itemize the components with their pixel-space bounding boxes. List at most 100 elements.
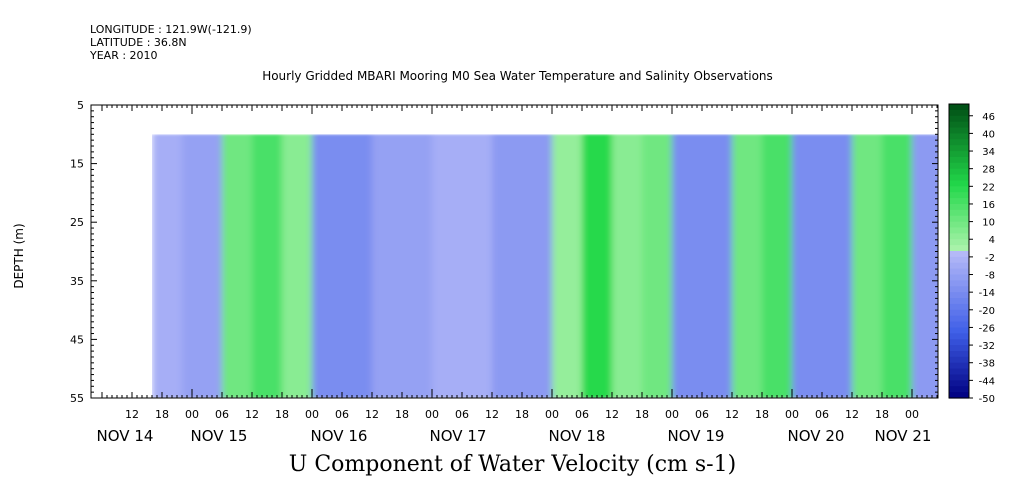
heatmap-band — [792, 134, 853, 398]
y-tick-label: 15 — [70, 158, 84, 171]
colorbar-swatch — [949, 286, 969, 293]
y-tick-label: 55 — [70, 392, 84, 405]
colorbar-swatch — [949, 168, 969, 176]
x-date-label: NOV 18 — [549, 427, 606, 445]
colorbar-swatch — [949, 198, 969, 205]
x-date-label: NOV 17 — [430, 427, 487, 445]
heatmap-area — [91, 105, 1009, 398]
x-tick-label: 00 — [305, 408, 319, 421]
colorbar-swatch — [949, 339, 969, 346]
colorbar-swatch — [949, 303, 969, 311]
heatmap-band — [372, 134, 433, 398]
x-tick-label: 06 — [815, 408, 829, 421]
x-tick-label: 18 — [275, 408, 289, 421]
variable-title: U Component of Water Velocity (cm s-1) — [288, 452, 737, 477]
colorbar-swatch — [949, 268, 969, 276]
heatmap-band — [852, 134, 883, 398]
heatmap-band — [312, 134, 373, 398]
heatmap-band — [672, 134, 733, 398]
colorbar-swatch — [949, 292, 969, 299]
colorbar-swatch — [949, 109, 969, 117]
x-date-label: NOV 19 — [668, 427, 725, 445]
colorbar-swatch — [949, 139, 969, 146]
x-date-label: NOV 20 — [788, 427, 845, 445]
colorbar-swatch — [949, 239, 969, 246]
colorbar-swatch — [949, 368, 969, 376]
x-tick-label: 12 — [125, 408, 139, 421]
x-date-label: NOV 21 — [875, 427, 932, 445]
no-data-region — [91, 105, 152, 398]
x-tick-label: 00 — [665, 408, 679, 421]
colorbar-swatch — [949, 350, 969, 358]
colorbar-label: 46 — [982, 112, 995, 123]
colorbar-label: 16 — [982, 200, 995, 211]
x-tick-label: 12 — [845, 408, 859, 421]
heatmap-band — [552, 134, 583, 398]
axes: 5 15 25 35 45 55 12 18 00 06 12 18 00 06 12 18 00 06 12 18 0… — [70, 99, 939, 445]
colorbar-swatch — [949, 115, 969, 123]
x-tick-label: 18 — [515, 408, 529, 421]
x-tick-label: 00 — [185, 408, 199, 421]
chart-title: Hourly Gridded MBARI Mooring M0 Sea Wate… — [262, 69, 773, 83]
heatmap-band — [222, 134, 253, 398]
colorbar-swatch — [949, 333, 969, 340]
colorbar-swatch — [949, 321, 969, 329]
colorbar-swatch — [949, 274, 969, 281]
x-date-label: NOV 14 — [97, 427, 154, 445]
heatmap-band — [762, 134, 793, 398]
y-tick-label: 35 — [70, 275, 84, 288]
colorbar-label: -50 — [979, 394, 995, 405]
heatmap-band — [282, 134, 313, 398]
x-tick-label: 00 — [425, 408, 439, 421]
colorbar-label: -44 — [979, 376, 995, 387]
x-tick-label: 00 — [545, 408, 559, 421]
colorbar: 46 40 34 28 22 16 10 4 -2 -8 -14 -20 -26 -32 -38 -44 -50 — [948, 103, 995, 405]
heatmap-band — [492, 134, 553, 398]
colorbar-swatch — [949, 245, 969, 252]
colorbar-swatch — [949, 327, 969, 334]
colorbar-swatch — [949, 251, 969, 258]
heatmap-band — [252, 134, 283, 398]
heatmap-cells — [152, 134, 1009, 398]
colorbar-swatch — [949, 227, 969, 234]
colorbar-swatch — [949, 386, 969, 393]
colorbar-label: 22 — [982, 182, 995, 193]
colorbar-label: -38 — [979, 359, 995, 370]
colorbar-swatch — [949, 145, 969, 152]
x-tick-label: 06 — [695, 408, 709, 421]
heatmap-band — [612, 134, 643, 398]
colorbar-label: -2 — [985, 253, 995, 264]
y-tick-label: 25 — [70, 216, 84, 229]
colorbar-swatch — [949, 215, 969, 223]
colorbar-label: 10 — [982, 218, 995, 229]
x-tick-label: 00 — [905, 408, 919, 421]
x-tick-label: 12 — [725, 408, 739, 421]
heatmap-band — [582, 134, 613, 398]
colorbar-swatch — [949, 345, 969, 352]
x-tick-label: 12 — [245, 408, 259, 421]
colorbar-label: -8 — [985, 271, 995, 282]
heatmap-band — [882, 134, 913, 398]
longitude-label: LONGITUDE : 121.9W(-121.9) — [90, 23, 252, 36]
colorbar-swatch — [949, 156, 969, 164]
heatmap-band — [912, 134, 938, 398]
colorbar-frame — [948, 103, 970, 399]
year-label: YEAR : 2010 — [90, 49, 158, 62]
colorbar-swatch — [949, 221, 969, 229]
x-tick-label: 06 — [455, 408, 469, 421]
y-tick-label: 5 — [77, 99, 84, 112]
colorbar-swatch — [949, 256, 969, 264]
colorbar-label: -32 — [979, 341, 995, 352]
colorbar-swatch — [949, 374, 969, 381]
colorbar-swatch — [949, 280, 969, 287]
x-tick-label: 18 — [755, 408, 769, 421]
colorbar-swatch — [949, 151, 969, 158]
heatmap-band — [1002, 134, 1009, 398]
colorbar-swatch — [949, 203, 969, 211]
colorbar-label: 4 — [989, 235, 995, 246]
colorbar-swatch — [949, 192, 969, 199]
colorbar-swatch — [949, 298, 969, 305]
colorbar-swatch — [949, 174, 969, 182]
